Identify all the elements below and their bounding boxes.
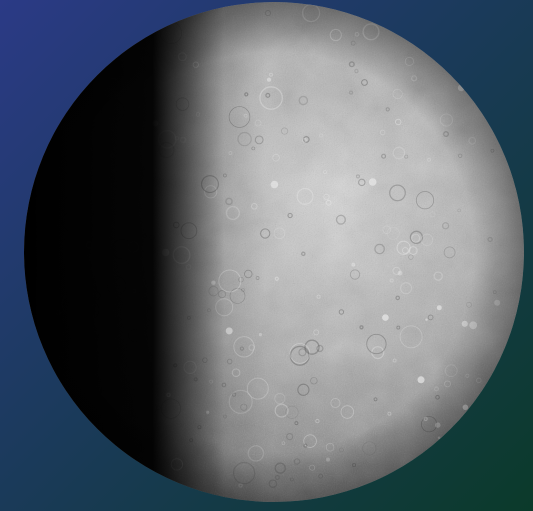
bright-crater-spot: [504, 416, 510, 422]
limb-darkening: [24, 2, 524, 502]
bright-crater-spot: [465, 68, 469, 72]
planet-disc: [24, 2, 524, 502]
